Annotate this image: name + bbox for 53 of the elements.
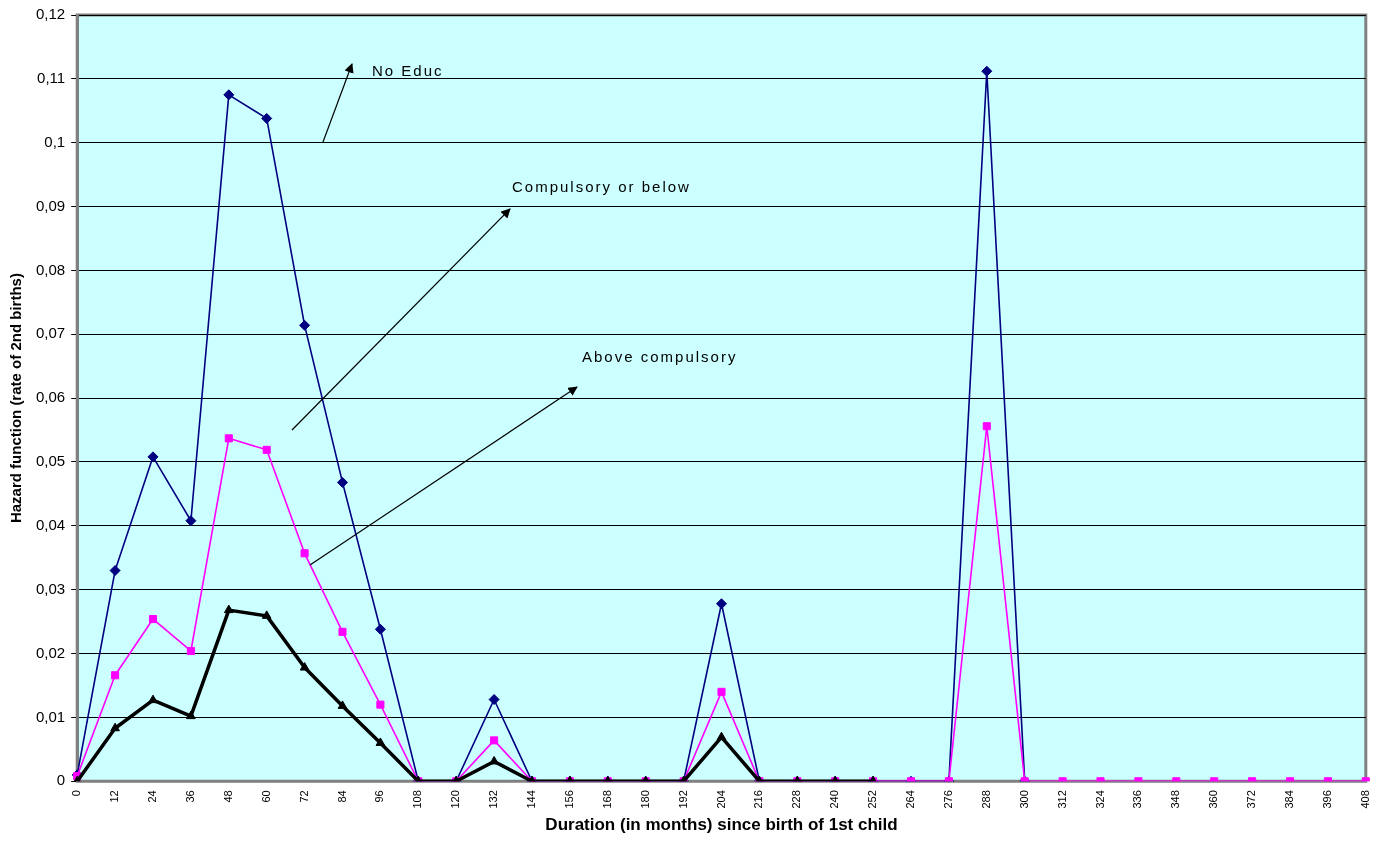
x-tick-label: 132 (487, 790, 500, 809)
y-tick-label: 0,05 (35, 452, 66, 470)
x-tick-label: 396 (1320, 790, 1333, 809)
x-tick-label: 12 (108, 790, 121, 803)
x-tick-label: 84 (335, 790, 348, 803)
y-axis-title: Hazard function (rate of 2nd births) (7, 273, 25, 524)
x-tick-label: 384 (1283, 790, 1296, 809)
x-tick-label: 408 (1358, 790, 1371, 809)
x-tick-label: 372 (1245, 790, 1258, 809)
x-tick-label: 72 (297, 790, 310, 803)
y-tick-label: 0,04 (35, 515, 66, 533)
x-tick-label: 252 (866, 790, 879, 809)
y-tick-label: 0,08 (35, 260, 66, 278)
x-tick-label: 156 (562, 790, 575, 809)
x-tick-label: 120 (449, 790, 462, 809)
x-tick-label: 324 (1093, 790, 1106, 809)
y-tick-label: 0,01 (35, 707, 66, 725)
x-tick-label: 240 (828, 790, 841, 809)
y-tick-label: 0,03 (35, 579, 66, 597)
x-tick-label: 312 (1055, 790, 1068, 809)
x-tick-label: 48 (221, 790, 234, 803)
x-tick-label: 360 (1207, 790, 1220, 809)
annotation: Compulsory or below (512, 178, 691, 195)
y-tick-label: 0,06 (35, 388, 66, 406)
x-tick-label: 264 (904, 790, 917, 809)
y-tick-label: 0,09 (35, 196, 66, 214)
annotation: Above compulsory (582, 348, 738, 365)
x-tick-label: 144 (525, 790, 538, 809)
annotation: No Educ (372, 62, 444, 79)
y-tick-label: 0,07 (35, 324, 66, 342)
x-axis-title: Duration (in months) since birth of 1st child (545, 815, 898, 835)
x-tick-label: 216 (752, 790, 765, 809)
x-tick-label: 204 (714, 790, 727, 809)
x-tick-label: 36 (183, 790, 196, 803)
y-tick-label: 0,12 (35, 5, 66, 23)
x-tick-label: 348 (1169, 790, 1182, 809)
x-tick-label: 288 (979, 790, 992, 809)
x-tick-label: 180 (638, 790, 651, 809)
y-tick-label: 0,02 (35, 643, 66, 661)
x-tick-label: 336 (1131, 790, 1144, 809)
x-tick-label: 108 (411, 790, 424, 809)
x-tick-label: 168 (600, 790, 613, 809)
x-tick-label: 192 (676, 790, 689, 809)
x-tick-label: 300 (1017, 790, 1030, 809)
x-tick-label: 0 (70, 790, 83, 797)
y-tick-label: 0,1 (44, 132, 66, 150)
y-tick-label: 0,11 (37, 68, 66, 86)
x-tick-label: 96 (373, 790, 386, 803)
x-tick-label: 276 (941, 790, 954, 809)
x-tick-label: 60 (259, 790, 272, 803)
y-tick-label: 0 (56, 771, 66, 789)
x-tick-label: 228 (790, 790, 803, 809)
x-tick-label: 24 (146, 790, 159, 803)
